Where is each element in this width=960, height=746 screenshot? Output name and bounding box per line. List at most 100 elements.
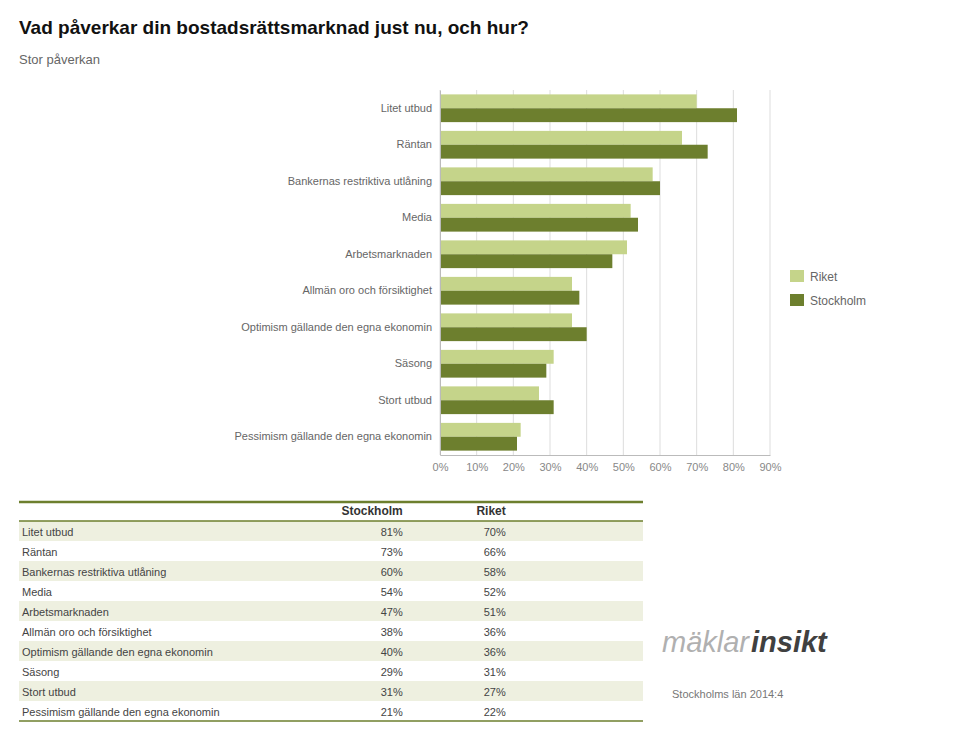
y-tick-label: Bankernas restriktiva utlåning [288,175,432,187]
table-cell: 73% [381,546,403,558]
legend-item: Riket [790,270,838,284]
bar [440,386,539,400]
table-cell: 52% [484,586,506,598]
table-row-background [19,681,643,701]
x-tick: 30% [539,455,561,473]
y-axis: Litet utbud Räntan Bankernas restriktiva u… [234,91,440,456]
x-tick-label: 20% [503,461,525,473]
table-cell: 36% [484,646,506,658]
table-row-label: Bankernas restriktiva utlåning [22,566,166,578]
bar [440,108,737,122]
title: Vad påverkar din bostadsrättsmarknad jus… [19,17,529,38]
bar [440,313,572,327]
x-tick-label: 60% [649,461,671,473]
y-tick-label: Räntan [397,138,432,150]
table-cell: 70% [484,526,506,538]
y-tick-label: Arbetsmarknaden [345,248,432,260]
bar-series [440,108,737,450]
y-tick-label: Allmän oro och försiktighet [302,284,432,296]
y-tick: Allmän oro och försiktighet [302,284,440,296]
bar [440,254,612,268]
table-header: Riket [476,504,505,518]
x-tick: 80% [723,455,745,473]
table-rule [19,720,643,722]
table-cell: 51% [484,606,506,618]
bar [440,437,517,451]
table-row-label: Stort utbud [22,686,76,698]
y-tick: Pessimism gällande den egna ekonomin [234,430,440,442]
grid [440,90,770,455]
bars [440,94,737,450]
table-row-background [19,561,643,581]
x-tick-label: 0% [433,461,449,473]
y-tick: Stort utbud [378,394,440,406]
table: StockholmRiketLitet utbud81%70%Räntan73%… [19,502,643,721]
table-cell: 54% [381,586,403,598]
bar [440,423,521,437]
bar [440,240,627,254]
x-tick-label: 80% [723,461,745,473]
x-tick-label: 70% [686,461,708,473]
legend-swatch [790,294,804,306]
y-axis-line [440,91,441,456]
y-tick: Media [402,211,440,223]
y-tick-label: Pessimism gällande den egna ekonomin [234,430,432,442]
bar [440,204,631,218]
bar [440,218,638,232]
legend-swatch [790,270,804,282]
bar [440,350,554,364]
chart: Vad påverkar din bostadsrättsmarknad jus… [0,0,960,746]
x-tick-label: 50% [613,461,635,473]
legend: Riket Stockholm [790,270,866,308]
y-tick: Säsong [395,357,440,369]
y-tick-label: Säsong [395,357,432,369]
bar [440,327,587,341]
x-tick-label: 30% [539,461,561,473]
table-cell: 81% [381,526,403,538]
table-row-label: Arbetsmarknaden [22,606,109,618]
bar [440,145,708,159]
x-tick: 50% [613,455,635,473]
table-cell: 38% [381,626,403,638]
x-tick: 10% [466,455,488,473]
table-row-label: Litet utbud [22,526,73,538]
table-cell: 21% [381,706,403,718]
bar [440,364,546,378]
table-cell: 58% [484,566,506,578]
y-tick-label: Litet utbud [381,102,432,114]
x-tick: 40% [576,455,598,473]
bar [440,131,682,145]
bar [440,291,579,305]
table-cell: 36% [484,626,506,638]
subtitle: Stor påverkan [19,52,100,67]
y-tick-label: Stort utbud [378,394,432,406]
table-row-label: Optimism gällande den egna ekonomin [22,646,213,658]
table-cell: 29% [381,666,403,678]
y-tick: Litet utbud [381,102,440,114]
grid-line [770,90,771,455]
bar [440,181,660,195]
table-rule [19,520,643,522]
table-cell: 40% [381,646,403,658]
legend-item: Stockholm [790,294,866,308]
bar [440,277,572,291]
bar [440,400,554,414]
y-tick: Bankernas restriktiva utlåning [288,175,440,187]
logo-part: mäklar [662,626,750,658]
x-tick-label: 10% [466,461,488,473]
logo-part: insikt [751,626,828,658]
table-cell: 66% [484,546,506,558]
table-row-label: Pessimism gällande den egna ekonomin [22,706,220,718]
x-axis-line [441,455,771,456]
footer: Stockholms län 2014:4 [672,688,783,700]
y-tick: Räntan [397,138,440,150]
table-rule [19,501,643,503]
x-tick-label: 90% [759,461,781,473]
bar [440,167,653,181]
x-axis: 0% 10% 20% 30% 40% 50% 60% 70% 80% 90% [433,455,782,473]
y-tick-label: Media [402,211,433,223]
table-row-label: Räntan [22,546,57,558]
table-row-background [19,601,643,621]
table-cell: 31% [484,666,506,678]
table-cell: 60% [381,566,403,578]
